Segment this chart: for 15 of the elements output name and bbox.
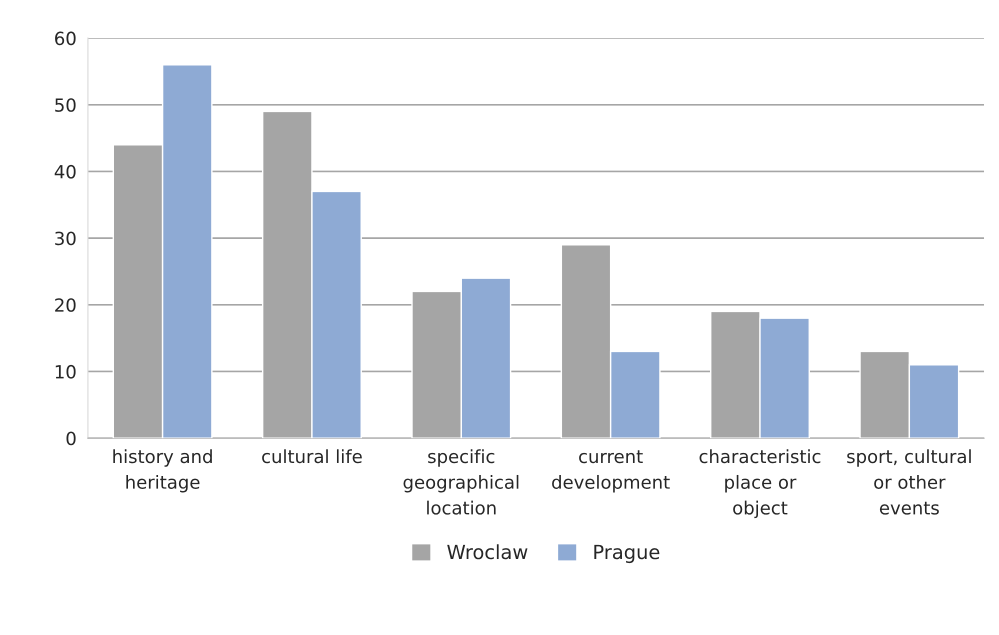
x-tick-label: cultural life [262, 449, 362, 464]
y-tick-label: 0 [66, 432, 76, 446]
x-tick-label: current development [552, 450, 670, 492]
y-tick-label: 40 [54, 164, 76, 179]
y-tick-label: 30 [55, 232, 76, 246]
x-tick-label: sport, cultural or other events [847, 449, 971, 515]
y-tick-label: 10 [56, 364, 76, 379]
legend-label: Prague [594, 544, 660, 564]
x-tick-label: specific geographical location [404, 449, 518, 515]
y-tick-label: 20 [55, 298, 76, 312]
y-tick-label: 60 [55, 32, 76, 46]
y-tick-label: 50 [55, 98, 76, 112]
x-tick-label: history and heritage [113, 449, 212, 492]
x-tick-label: characteristic place or object [700, 449, 820, 518]
legend-label: Wroclaw [447, 544, 528, 560]
